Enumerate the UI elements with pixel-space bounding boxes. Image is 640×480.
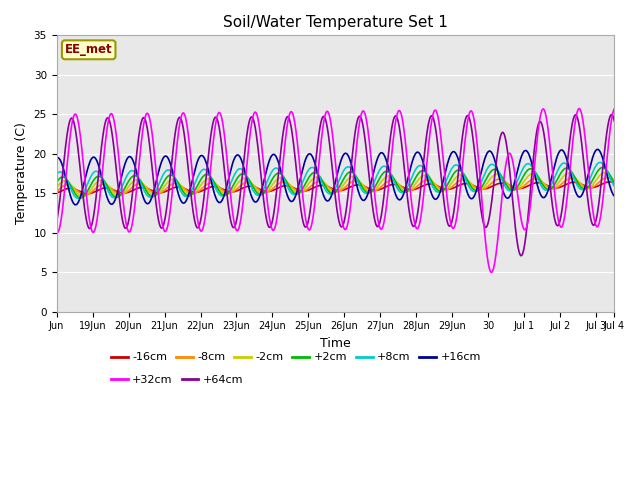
-16cm — [81, 191, 89, 196]
+16cm — [72, 202, 79, 208]
-8cm — [492, 177, 500, 183]
-2cm — [492, 171, 500, 177]
+2cm — [310, 170, 317, 176]
+8cm — [310, 165, 317, 170]
+32cm — [611, 106, 618, 111]
+8cm — [595, 160, 602, 166]
+16cm — [324, 198, 332, 204]
+64cm — [611, 119, 618, 124]
Text: EE_met: EE_met — [65, 43, 113, 56]
+8cm — [595, 160, 602, 166]
Line: +16cm: +16cm — [56, 149, 614, 205]
+8cm — [74, 195, 82, 201]
-2cm — [324, 185, 332, 191]
+32cm — [309, 215, 317, 220]
+16cm — [492, 162, 500, 168]
Line: +32cm: +32cm — [56, 108, 614, 272]
Line: -16cm: -16cm — [56, 182, 614, 193]
+32cm — [575, 106, 583, 111]
+64cm — [595, 205, 602, 211]
-2cm — [611, 179, 618, 184]
+2cm — [599, 165, 607, 170]
Line: -8cm: -8cm — [56, 178, 614, 195]
-2cm — [79, 193, 86, 199]
+32cm — [488, 269, 495, 275]
-2cm — [601, 170, 609, 176]
-16cm — [84, 191, 92, 196]
+32cm — [81, 178, 89, 184]
+2cm — [324, 188, 332, 193]
+2cm — [77, 195, 84, 201]
+64cm — [81, 208, 89, 214]
-8cm — [604, 175, 611, 180]
+2cm — [595, 167, 602, 173]
-8cm — [595, 180, 602, 186]
-2cm — [81, 193, 89, 199]
+64cm — [309, 184, 317, 190]
+8cm — [81, 186, 89, 192]
+8cm — [492, 165, 500, 170]
+8cm — [611, 183, 618, 189]
-8cm — [81, 192, 89, 198]
-8cm — [310, 181, 317, 187]
-8cm — [52, 189, 60, 194]
+64cm — [324, 128, 332, 133]
+16cm — [595, 147, 602, 153]
+16cm — [310, 156, 317, 161]
-16cm — [606, 179, 614, 185]
-16cm — [310, 185, 317, 191]
+8cm — [596, 159, 604, 165]
-8cm — [81, 192, 89, 198]
-16cm — [595, 183, 602, 189]
-2cm — [310, 176, 317, 181]
+2cm — [611, 180, 618, 186]
+2cm — [81, 192, 89, 197]
X-axis label: Time: Time — [320, 337, 351, 350]
-2cm — [595, 174, 602, 180]
-8cm — [324, 183, 332, 189]
+16cm — [81, 175, 89, 181]
+8cm — [324, 190, 332, 196]
+32cm — [324, 109, 332, 115]
-16cm — [52, 190, 60, 196]
+16cm — [595, 147, 603, 153]
+8cm — [52, 172, 60, 178]
-16cm — [492, 181, 500, 187]
+16cm — [611, 193, 618, 199]
Line: +64cm: +64cm — [56, 115, 614, 256]
-2cm — [595, 174, 602, 180]
Y-axis label: Temperature (C): Temperature (C) — [15, 122, 28, 225]
+32cm — [595, 221, 603, 227]
+64cm — [492, 164, 500, 169]
-2cm — [52, 185, 60, 191]
+64cm — [517, 253, 525, 259]
-16cm — [324, 184, 332, 190]
+2cm — [52, 180, 60, 185]
-16cm — [611, 180, 618, 186]
+64cm — [52, 219, 60, 225]
+32cm — [595, 222, 602, 228]
Legend: +32cm, +64cm: +32cm, +64cm — [107, 370, 248, 389]
-16cm — [595, 183, 602, 189]
+64cm — [608, 112, 616, 118]
Line: -2cm: -2cm — [56, 173, 614, 196]
Title: Soil/Water Temperature Set 1: Soil/Water Temperature Set 1 — [223, 15, 448, 30]
Line: +2cm: +2cm — [56, 168, 614, 198]
+64cm — [595, 203, 602, 209]
+2cm — [595, 168, 602, 173]
+32cm — [52, 229, 60, 235]
+2cm — [492, 167, 500, 173]
-8cm — [611, 178, 618, 184]
+16cm — [52, 155, 60, 161]
Line: +8cm: +8cm — [56, 162, 614, 198]
-8cm — [595, 180, 602, 186]
+16cm — [593, 146, 601, 152]
+32cm — [492, 251, 500, 256]
